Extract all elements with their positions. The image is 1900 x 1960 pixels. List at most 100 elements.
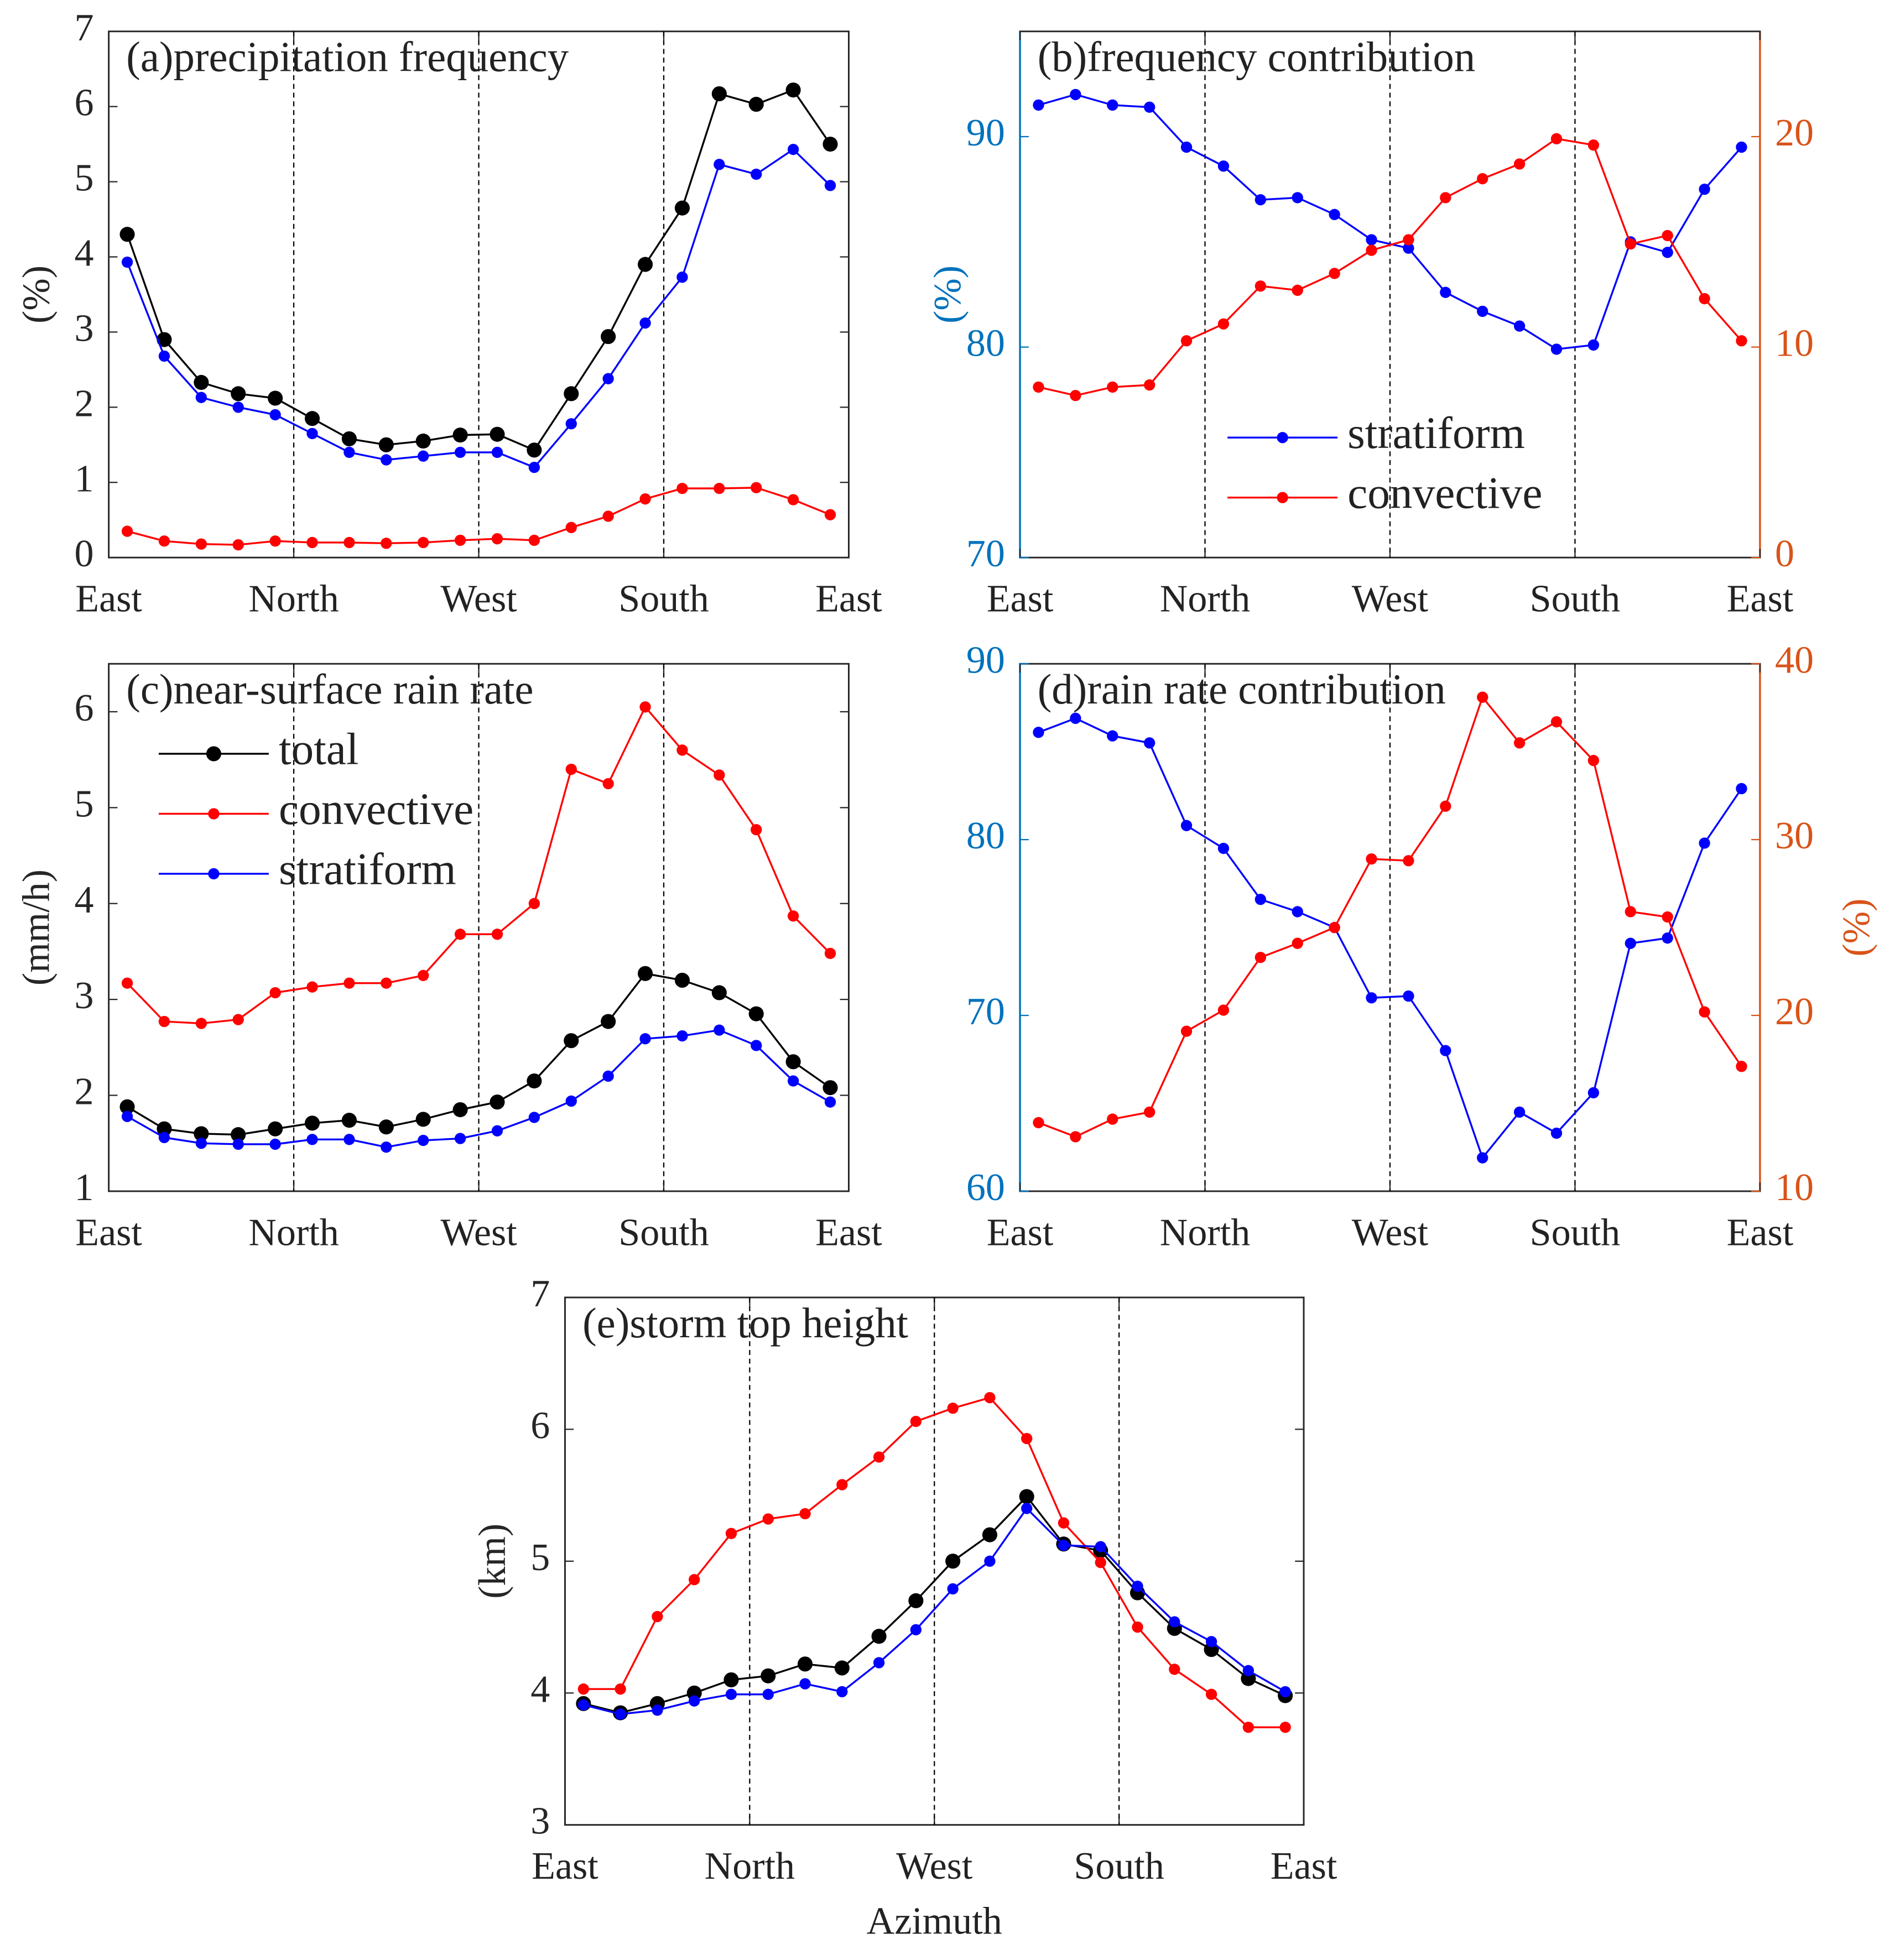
series-marker — [602, 778, 614, 790]
series-marker — [871, 1629, 887, 1644]
series-marker — [1144, 101, 1155, 113]
series-marker — [1095, 1541, 1106, 1552]
x-tick-label: East — [1271, 1845, 1337, 1888]
series-marker — [601, 1014, 616, 1029]
series-marker — [1587, 754, 1600, 767]
series-marker — [1292, 192, 1303, 204]
series-marker — [824, 180, 836, 191]
series-marker — [1217, 842, 1230, 854]
series-marker — [343, 1134, 355, 1145]
series-marker — [751, 824, 762, 836]
x-tick-label: East — [815, 578, 882, 621]
series-marker — [748, 1006, 764, 1021]
series-marker — [1366, 992, 1377, 1004]
series-marker — [1021, 1432, 1033, 1445]
series-marker — [1366, 234, 1377, 246]
series-marker — [945, 1554, 961, 1569]
y-tick-label: 2 — [74, 382, 93, 425]
y-tick-label: 80 — [966, 815, 1005, 857]
x-tick-label: East — [815, 1211, 882, 1254]
series-marker — [834, 1660, 850, 1676]
series-marker — [1033, 381, 1044, 393]
series-marker — [1033, 727, 1044, 738]
series-marker — [1403, 242, 1414, 254]
series-marker — [1550, 133, 1563, 145]
series-marker — [119, 227, 135, 242]
x-tick-label: South — [1530, 578, 1621, 621]
series-marker — [1254, 894, 1267, 905]
series-marker — [1279, 1722, 1291, 1733]
series-marker — [415, 1112, 431, 1127]
series-marker — [528, 534, 540, 546]
series-marker — [1292, 284, 1303, 296]
y-tick-label: 5 — [74, 783, 93, 825]
series-marker — [761, 1668, 776, 1683]
legend-marker — [206, 746, 221, 762]
y-axis-label: (%) — [15, 265, 58, 324]
series-line — [1038, 138, 1742, 397]
series-marker — [1070, 389, 1081, 402]
series-marker — [418, 1134, 429, 1146]
series-marker — [1205, 1688, 1217, 1700]
series-marker — [452, 1102, 468, 1118]
series-marker — [1550, 1127, 1563, 1139]
y2-tick-label: 10 — [1775, 322, 1814, 365]
y-tick-label: 7 — [530, 1273, 550, 1315]
series-marker — [194, 1126, 209, 1141]
series-marker — [490, 426, 505, 442]
series-marker — [1180, 1025, 1193, 1037]
series-marker — [1403, 855, 1414, 867]
series-marker — [232, 539, 244, 551]
y2-tick-label: 20 — [1775, 991, 1814, 1033]
y-tick-label: 1 — [74, 1166, 93, 1209]
x-tick-label: East — [1727, 1211, 1794, 1254]
series-marker — [577, 1683, 590, 1695]
series-marker — [1699, 184, 1710, 195]
series-marker — [1440, 1045, 1451, 1056]
legend-marker — [1277, 492, 1288, 503]
series-marker — [873, 1451, 885, 1463]
series-marker — [1254, 280, 1267, 292]
series-marker — [676, 272, 688, 283]
y-tick-label: 80 — [966, 322, 1005, 365]
series-marker — [1132, 1621, 1143, 1633]
series-marker — [565, 763, 577, 775]
series-marker — [799, 1508, 811, 1520]
series-marker — [381, 1141, 392, 1153]
y-tick-label: 70 — [966, 533, 1005, 575]
series-marker — [158, 350, 170, 362]
series-marker — [157, 1121, 172, 1137]
y-tick-label: 0 — [74, 533, 93, 575]
series-marker — [343, 977, 355, 989]
y-axis-label: (km) — [471, 1524, 514, 1599]
series-marker — [195, 1018, 207, 1029]
series-marker — [1033, 1117, 1044, 1129]
y2-tick-label: 30 — [1775, 815, 1814, 857]
series-marker — [1625, 937, 1636, 949]
series-marker — [121, 256, 133, 268]
series-marker — [823, 137, 838, 152]
series-marker — [836, 1479, 848, 1490]
y-tick-label: 4 — [74, 232, 93, 275]
series-marker — [381, 977, 392, 989]
series-marker — [615, 1708, 626, 1720]
series-marker — [1403, 234, 1414, 246]
series-marker — [787, 494, 799, 505]
series-marker — [1107, 1113, 1118, 1125]
series-marker — [873, 1657, 885, 1669]
series-marker — [1736, 783, 1747, 795]
series-marker — [823, 1080, 838, 1096]
series-marker — [1144, 1106, 1155, 1118]
series-marker — [1477, 305, 1488, 317]
y-tick-label: 7 — [74, 7, 93, 49]
series-marker — [762, 1688, 774, 1700]
series-marker — [1477, 1152, 1488, 1164]
x-tick-label: South — [618, 578, 709, 621]
series-line — [127, 487, 831, 546]
series-marker — [787, 1075, 799, 1087]
x-tick-label: West — [1352, 578, 1429, 621]
series-marker — [748, 97, 764, 112]
series-marker — [714, 159, 725, 170]
series-marker — [824, 1096, 836, 1108]
series-marker — [1217, 1004, 1230, 1016]
